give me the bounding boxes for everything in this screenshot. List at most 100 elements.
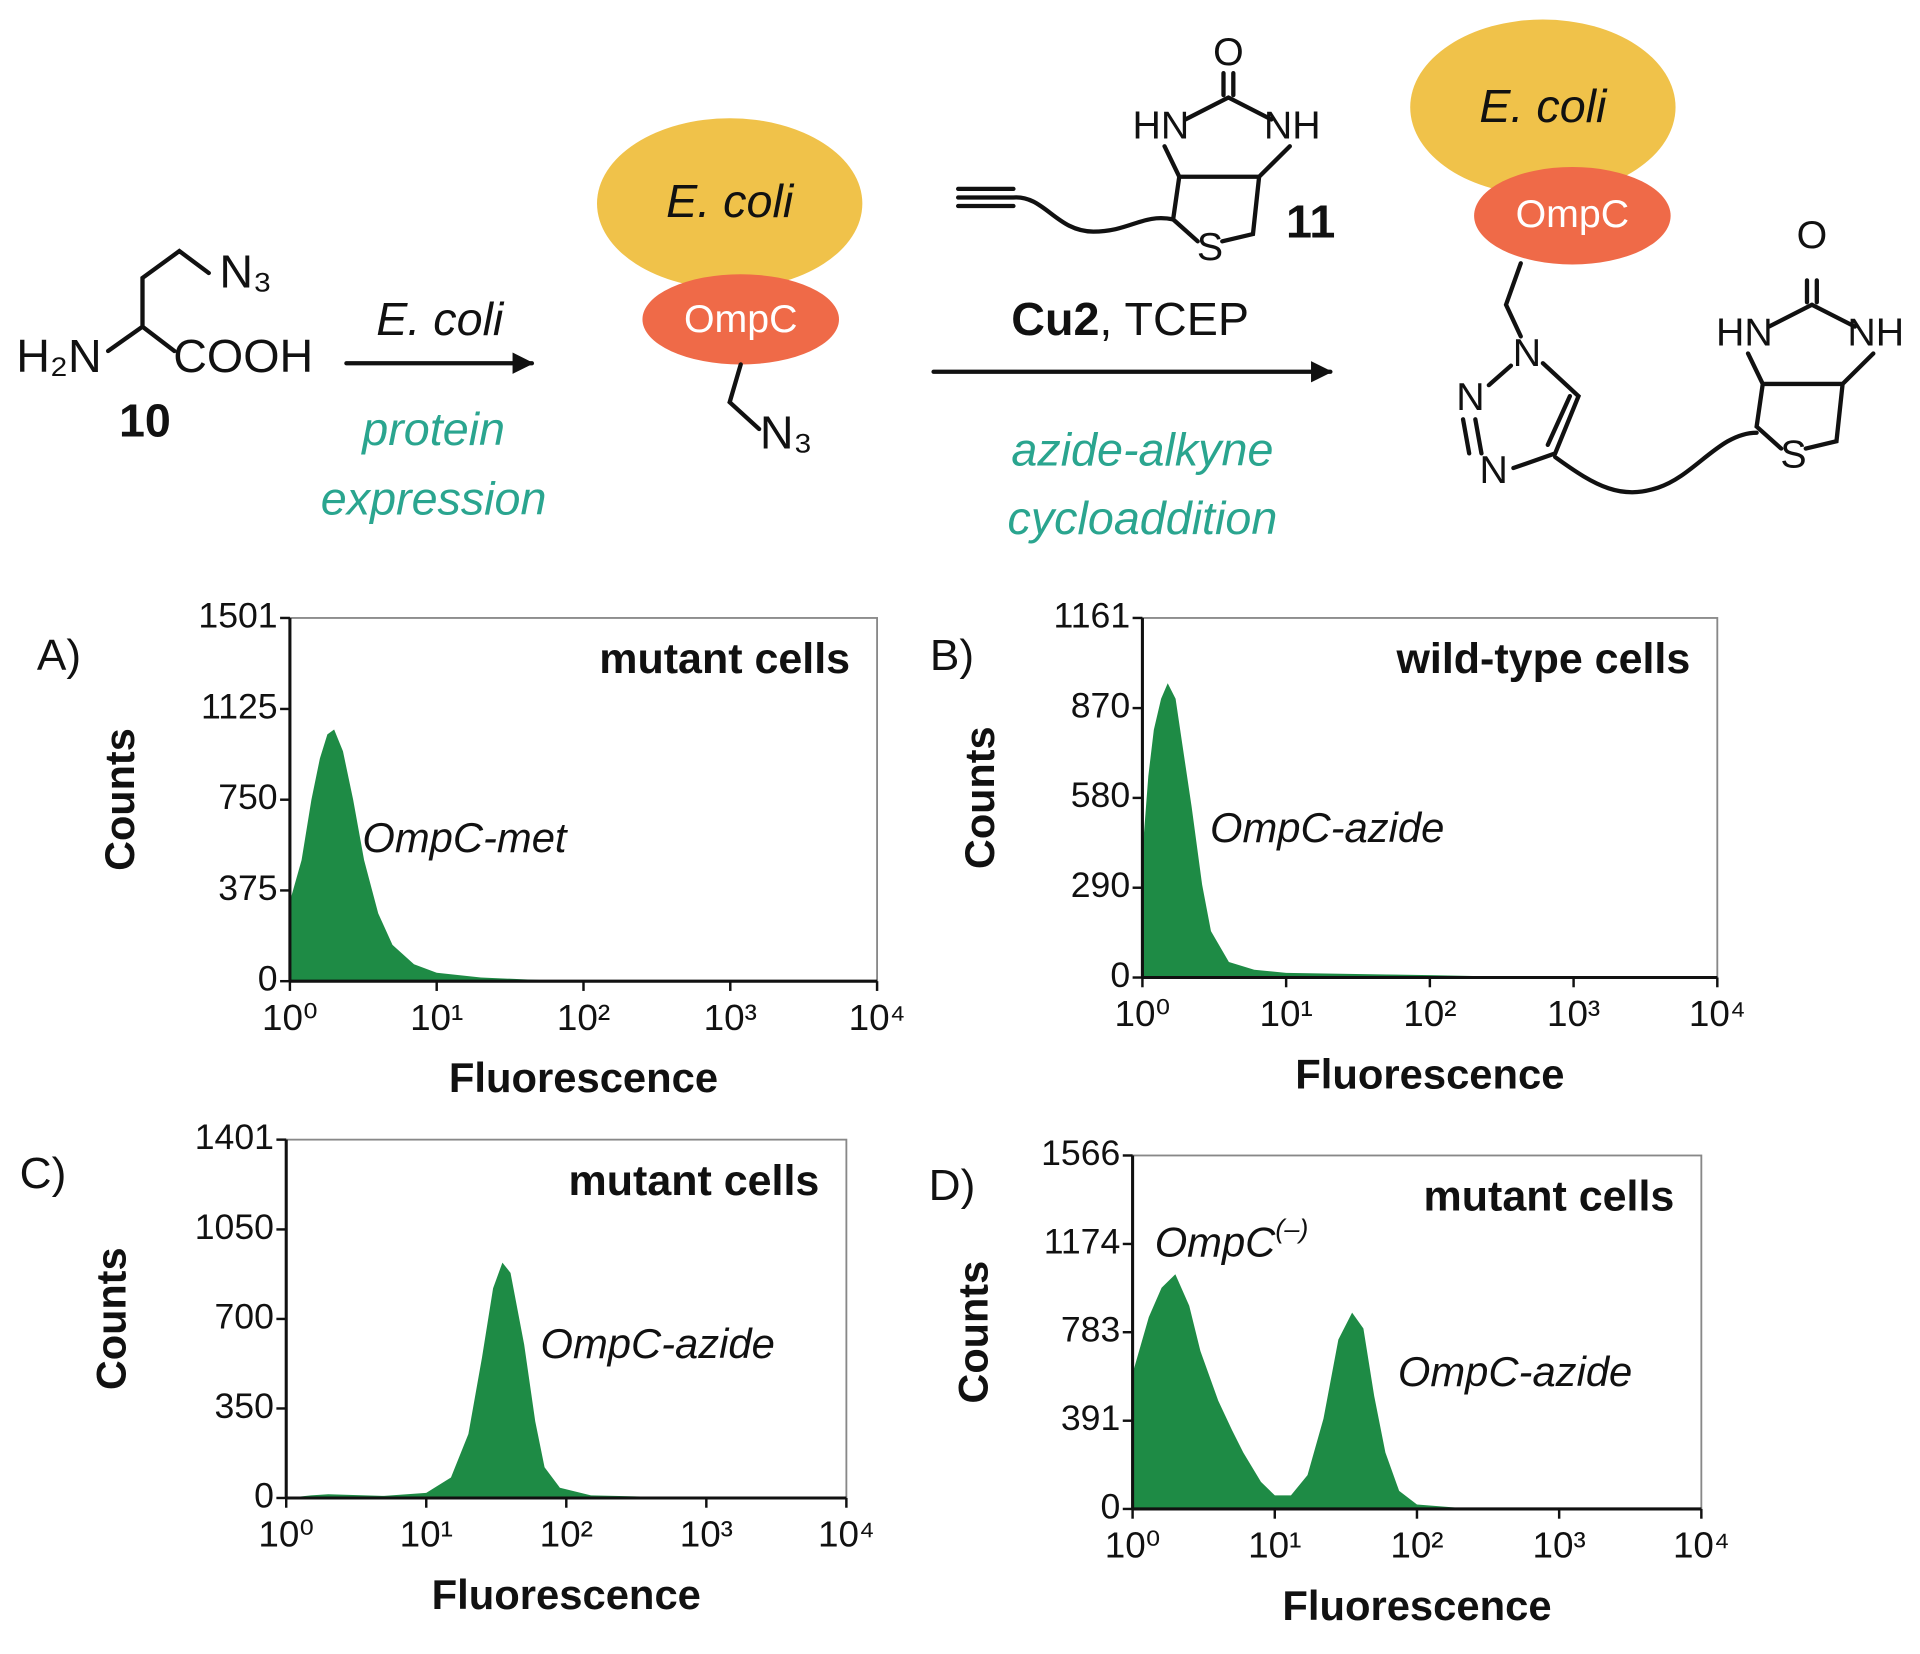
histogram-area: [286, 1262, 847, 1498]
annotation: OmpC-azide: [1210, 804, 1444, 851]
y-tick-label: 1161: [1054, 595, 1131, 635]
annotation: OmpC-met: [362, 814, 568, 861]
atom-label: N: [1480, 449, 1508, 492]
compound-11: O HN NH S 11: [956, 31, 1335, 269]
y-tick-label: 391: [1061, 1398, 1120, 1438]
atom-label: COOH: [173, 330, 313, 382]
bonds: [1745, 278, 1876, 451]
atom-label: O: [1797, 214, 1828, 257]
y-axis-label: Counts: [87, 1247, 134, 1390]
panel-label: A): [37, 631, 81, 680]
y-tick-label: 783: [1061, 1310, 1120, 1350]
panel-title: wild-type cells: [1395, 635, 1690, 683]
panel-label: B): [930, 631, 974, 680]
y-tick-label: 870: [1071, 686, 1130, 726]
y-tick-label: 1174: [1044, 1221, 1121, 1261]
x-tick-label: 10²: [1390, 1525, 1443, 1566]
y-tick-label: 375: [218, 868, 277, 908]
y-tick-label: 0: [1100, 1486, 1120, 1526]
histogram-area: [1132, 1274, 1702, 1509]
x-tick-label: 10¹: [1260, 993, 1313, 1034]
histogram-panel: 0 375 750 1125 1501 10⁰ 10¹ 10² 10³ 10⁴ Fluorescen…: [37, 595, 906, 1101]
histogram-area: [1142, 683, 1718, 978]
x-tick-label: 10¹: [1248, 1525, 1301, 1566]
annotation: OmpC-azide: [540, 1320, 774, 1367]
reagent: E. coli: [376, 293, 505, 345]
annotation-superscript: (–): [1275, 1214, 1308, 1244]
x-tick-label: 10⁴: [849, 997, 906, 1038]
y-tick-label: 1501: [198, 595, 277, 635]
y-axis-label: Counts: [956, 726, 1003, 869]
bonds: [105, 248, 211, 354]
atom-label: S: [1780, 434, 1806, 477]
atom-label: NH: [1264, 104, 1321, 147]
compound-number: 11: [1286, 196, 1335, 248]
annotation-text: OmpC: [1155, 1219, 1277, 1266]
x-axis-label: Fluorescence: [449, 1054, 718, 1101]
cell-label: E. coli: [666, 175, 795, 227]
x-tick-label: 10⁴: [818, 1514, 875, 1555]
histogram-panel: 0 350 700 1050 1401 10⁰ 10¹ 10² 10³ 10⁴ Fluorescen…: [20, 1117, 875, 1618]
y-tick-label: 1125: [201, 686, 278, 726]
protein-label: OmpC: [684, 298, 798, 341]
x-tick-label: 10⁴: [1689, 993, 1746, 1034]
x-tick-label: 10¹: [400, 1514, 453, 1555]
panel-title: mutant cells: [569, 1157, 820, 1205]
biotin: O HN NH S: [1716, 214, 1904, 476]
atom-label: O: [1213, 31, 1244, 74]
atom-label: N: [1456, 376, 1484, 419]
annotation: OmpC(–): [1155, 1214, 1309, 1265]
y-tick-label: 1566: [1041, 1133, 1120, 1173]
y-tick-label: 580: [1071, 775, 1130, 815]
bonds: [727, 362, 762, 432]
bonds: [1162, 70, 1292, 244]
step-description: expression: [321, 473, 547, 525]
cell-label: E. coli: [1479, 80, 1608, 132]
x-tick-label: 10³: [1533, 1525, 1586, 1566]
atom-label: N₃: [219, 246, 272, 298]
x-tick-label: 10³: [1547, 993, 1600, 1034]
bonds: [956, 186, 1176, 234]
reagents: Cu2, TCEP: [1011, 293, 1249, 345]
x-tick-label: 10³: [680, 1514, 733, 1555]
y-tick-label: 1050: [195, 1207, 274, 1247]
step-description: cycloaddition: [1008, 492, 1278, 544]
atom-label: N: [1513, 332, 1541, 375]
panel-title: mutant cells: [599, 635, 850, 683]
panel-title: mutant cells: [1424, 1173, 1675, 1221]
catalyst: Cu2: [1011, 293, 1099, 345]
y-tick-label: 0: [254, 1475, 274, 1515]
cell: [597, 118, 863, 289]
protein: [642, 274, 840, 365]
x-tick-label: 10⁰: [1115, 993, 1171, 1034]
panel-label: D): [929, 1161, 976, 1210]
x-axis-label: Fluorescence: [432, 1571, 701, 1618]
protein-label: OmpC: [1516, 193, 1630, 236]
atom-label: S: [1197, 226, 1223, 269]
histogram-area: [289, 729, 878, 982]
x-tick-label: 10²: [557, 997, 610, 1038]
cell: [1410, 19, 1676, 196]
y-tick-label: 290: [1071, 865, 1130, 905]
y-tick-label: 750: [218, 777, 277, 817]
histogram-panel: 0 290 580 870 1161 10⁰ 10¹ 10² 10³ 10⁴ Fluorescenc…: [930, 595, 1746, 1097]
y-axis-label: Counts: [96, 728, 143, 871]
y-tick-label: 700: [215, 1296, 274, 1336]
x-tick-label: 10¹: [410, 997, 463, 1038]
x-tick-label: 10²: [540, 1514, 593, 1555]
y-tick-label: 1401: [195, 1117, 274, 1157]
x-axis-label: Fluorescence: [1282, 1582, 1551, 1629]
annotation-text: OmpC-azide: [1210, 804, 1444, 851]
x-tick-label: 10³: [704, 997, 757, 1038]
panel-label: C): [20, 1149, 67, 1198]
y-tick-label: 350: [215, 1386, 274, 1426]
atom-label: N₃: [760, 407, 813, 459]
compound-10: H₂N COOH N₃ 10: [16, 246, 313, 446]
x-tick-label: 10⁰: [262, 997, 318, 1038]
annotation-text: OmpC-met: [362, 814, 568, 861]
x-tick-label: 10⁰: [1105, 1525, 1161, 1566]
compound-number: 10: [119, 395, 171, 447]
x-tick-label: 10²: [1403, 993, 1456, 1034]
step-description: protein: [360, 403, 505, 455]
additive: , TCEP: [1099, 293, 1249, 345]
